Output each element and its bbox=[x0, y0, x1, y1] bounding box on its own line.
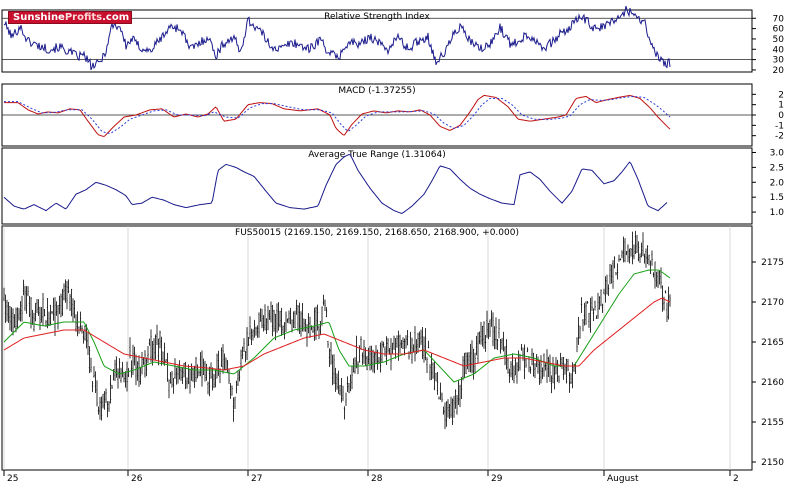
macd-title: MACD (-1.37255) bbox=[338, 86, 415, 96]
atr-ytick-label-0: 1.0 bbox=[770, 208, 785, 218]
x-tick-label-1: 26 bbox=[131, 474, 143, 484]
atr-frame bbox=[1, 147, 753, 225]
price-series-line-1 bbox=[3, 297, 671, 371]
logo-text-part1: Sunshine bbox=[13, 12, 65, 23]
sunshine-profits-logo: Sunshine Profits .com bbox=[8, 11, 132, 24]
price-series-line-0 bbox=[3, 269, 671, 383]
price-ytick-label-2: 2160 bbox=[761, 378, 784, 388]
logo-text-part2: Profits bbox=[64, 12, 103, 23]
macd-series-line-1 bbox=[4, 95, 671, 134]
rsi-ytick-label-2: 40 bbox=[773, 45, 785, 55]
macd-series-line-0 bbox=[4, 94, 671, 137]
x-tick-label-6: 2 bbox=[733, 474, 739, 484]
price-ytick-label-1: 2155 bbox=[761, 418, 784, 428]
logo-text-part3: .com bbox=[102, 12, 130, 23]
price-ytick-label-4: 2170 bbox=[761, 298, 784, 308]
macd-ytick-label-4: 2 bbox=[778, 90, 784, 100]
price-panel: FUS50015 (2169.150, 2169.150, 2168.650, … bbox=[1, 225, 784, 484]
x-tick-label-4: 29 bbox=[491, 474, 503, 484]
price-ytick-label-3: 2165 bbox=[761, 338, 784, 348]
x-tick-label-2: 27 bbox=[251, 474, 262, 484]
rsi-ytick-label-1: 30 bbox=[773, 56, 785, 66]
x-tick-label-5: August bbox=[607, 474, 639, 484]
atr-panel: Average True Range (1.31064) 1.0 1.5 2.0 2.5… bbox=[1, 147, 785, 225]
price-ytick-label-5: 2175 bbox=[761, 258, 784, 268]
macd-ytick-label-2: 0 bbox=[778, 111, 784, 121]
macd-ytick-label-0: -2 bbox=[775, 132, 784, 142]
rsi-ytick-label-4: 60 bbox=[773, 25, 785, 35]
atr-ytick-label-2: 2.0 bbox=[770, 178, 785, 188]
atr-ytick-label-4: 3.0 bbox=[770, 148, 785, 158]
price-frame bbox=[1, 225, 753, 471]
price-ytick-label-0: 2150 bbox=[761, 458, 784, 468]
atr-title: Average True Range (1.31064) bbox=[308, 150, 445, 160]
price-title: FUS50015 (2169.150, 2169.150, 2168.650, … bbox=[235, 228, 519, 238]
rsi-ytick-label-0: 20 bbox=[773, 66, 785, 76]
atr-ytick-label-1: 1.5 bbox=[770, 193, 784, 203]
rsi-ytick-label-5: 70 bbox=[773, 14, 785, 24]
macd-ytick-label-1: -1 bbox=[775, 121, 784, 131]
rsi-ytick-label-3: 50 bbox=[773, 35, 785, 45]
atr-ytick-label-3: 2.5 bbox=[770, 163, 784, 173]
rsi-title: Relative Strength Index bbox=[324, 12, 430, 22]
x-tick-label-0: 25 bbox=[7, 474, 18, 484]
atr-series-line-0 bbox=[3, 153, 668, 214]
x-tick-label-3: 28 bbox=[371, 474, 383, 484]
macd-ytick-label-3: 1 bbox=[778, 101, 784, 111]
